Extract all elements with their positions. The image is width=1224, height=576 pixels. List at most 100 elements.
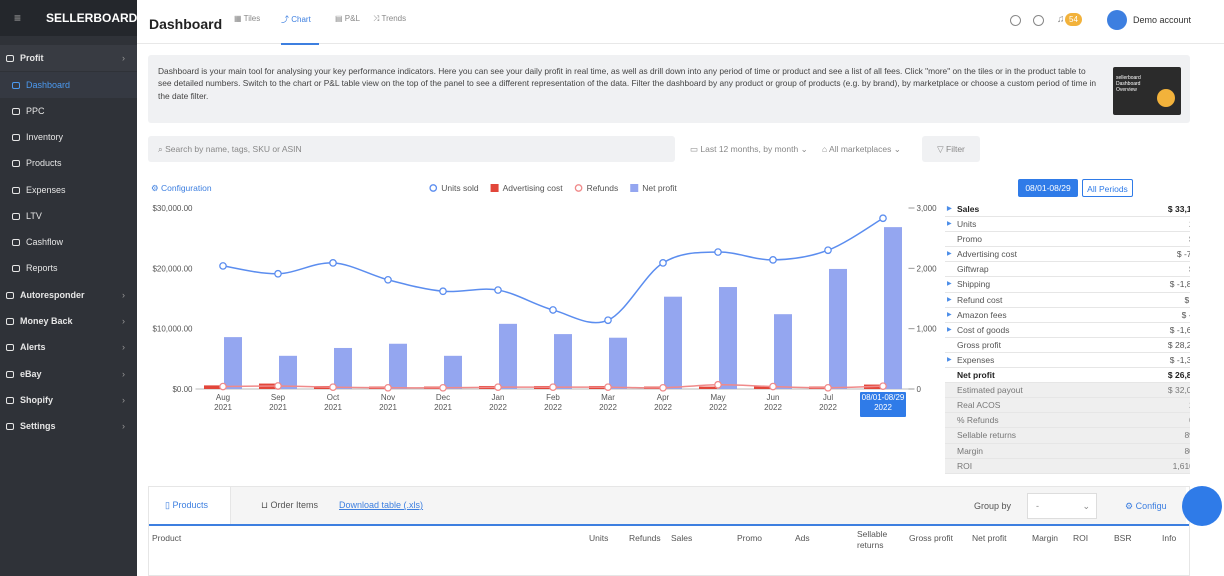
column-header[interactable]: Refunds [629, 533, 661, 543]
summary-label: ROI [957, 460, 973, 471]
view-tab[interactable]: ⤨ Trends [373, 14, 407, 23]
bar [699, 386, 717, 389]
summary-label: Advertising cost [957, 249, 1017, 260]
bar [754, 385, 772, 389]
summary-row: Real ACOS 2.2 [945, 398, 1190, 414]
column-header[interactable]: Promo [737, 533, 763, 543]
summary-row[interactable]: ▶ Shipping $ -1,860 [945, 277, 1190, 293]
view-tab[interactable]: ▤ P&L [335, 14, 360, 23]
sidebar-item[interactable]: eBay › [0, 361, 137, 387]
column-header[interactable]: BSR [1114, 533, 1132, 543]
summary-row[interactable]: ▶ Sales $ 33,152 [945, 202, 1190, 218]
column-header[interactable]: ROI [1073, 533, 1089, 543]
sidebar-item[interactable]: Profit › [0, 45, 137, 71]
history-icon[interactable] [1033, 15, 1044, 26]
sidebar-item[interactable]: Reports [0, 255, 137, 281]
tab-text: Order Items [270, 500, 319, 510]
avatar[interactable] [1107, 10, 1127, 30]
active-tab[interactable]: ▯ Products [149, 487, 231, 525]
chat-button[interactable] [1182, 486, 1222, 526]
summary-row[interactable]: ▶ Amazon fees $ -72 [945, 308, 1190, 323]
search-input[interactable]: ⌕ Search by name, tags, SKU or ASIN [148, 136, 675, 162]
video-thumbnail[interactable]: sellerboard Dashboard Overview [1113, 67, 1181, 115]
sidebar-item[interactable]: PPC [0, 98, 137, 124]
sidebar-label: Cashflow [26, 237, 64, 247]
tab-underline [149, 524, 1189, 526]
marketplace-filter[interactable]: ⌂ All marketplaces ⌄ [822, 144, 901, 154]
column-header[interactable]: Gross profit [909, 533, 953, 543]
sidebar-label: Inventory [26, 132, 64, 142]
point-marker [494, 286, 502, 294]
sidebar-icon [12, 160, 20, 168]
sidebar-item[interactable]: Shopify › [0, 387, 137, 413]
info-icon[interactable] [1010, 15, 1021, 26]
x-tick-label: Aug 2021 [214, 393, 232, 412]
column-header[interactable]: Margin [1032, 533, 1058, 543]
filter-button[interactable]: ▽ Filter [922, 136, 980, 162]
tab-underline [281, 43, 319, 45]
sidebar-icon [12, 213, 20, 221]
column-header[interactable]: Sellable returns [857, 529, 888, 550]
period-button[interactable]: 08/01-08/29 [1018, 179, 1078, 197]
configuration-link[interactable]: ⚙ Configuration [151, 183, 212, 193]
summary-value: $ 32,016 [1167, 385, 1190, 396]
period-button[interactable]: All Periods [1082, 179, 1133, 197]
download-link[interactable]: Download table (.xls) [339, 500, 424, 510]
sidebar-item[interactable]: Inventory [0, 124, 137, 150]
configure-text: Configu [1135, 501, 1167, 511]
x-tick-label-line: 2022 [874, 403, 892, 412]
bar [389, 343, 407, 389]
sidebar-item[interactable]: Products [0, 150, 137, 176]
configure-link[interactable]: ⚙ Configu [1125, 501, 1167, 511]
tab-label: Tiles [243, 14, 261, 23]
sidebar-item[interactable]: Cashflow [0, 229, 137, 255]
summary-row: Giftwrap $ 0 [945, 262, 1190, 278]
sidebar-item[interactable]: Settings › [0, 413, 137, 439]
column-header[interactable]: Units [589, 533, 609, 543]
summary-row: % Refunds 0.0 [945, 413, 1190, 429]
account-name[interactable]: Demo account [1133, 15, 1192, 25]
point-marker [549, 383, 557, 392]
y-tick-label: $20,000.00 [152, 264, 193, 273]
configuration-label: Configuration [160, 183, 212, 193]
date-filter[interactable]: ▭ Last 12 months, by month ⌄ [690, 144, 808, 154]
summary-value: $ -1,860 [1169, 279, 1190, 290]
column-header[interactable]: Ads [795, 533, 810, 543]
y-tick-label: $10,000.00 [152, 325, 193, 334]
legend-label: Advertising cost [503, 183, 564, 193]
menu-icon[interactable]: ≡ [14, 11, 22, 25]
column-header[interactable]: Info [1162, 533, 1177, 543]
sidebar-item[interactable]: Dashboard [0, 72, 137, 98]
sidebar-item[interactable]: Alerts › [0, 334, 137, 360]
bar [334, 347, 352, 389]
column-header[interactable]: Product [152, 533, 182, 543]
column-header[interactable]: Net profit [972, 533, 1007, 543]
sidebar-item[interactable]: Expenses [0, 177, 137, 203]
info-box: Dashboard is your main tool for analysin… [148, 55, 1190, 123]
sidebar-item[interactable]: Autoresponder › [0, 282, 137, 308]
view-tab[interactable]: ⤴ Chart [281, 15, 311, 24]
sidebar-item[interactable]: Money Back › [0, 308, 137, 334]
x-tick-label-line: 2022 [599, 403, 617, 412]
tab-label[interactable]: ⊔ Order Items [261, 500, 319, 510]
bell-icon[interactable]: ♫ [1057, 14, 1065, 25]
sidebar-item[interactable]: LTV [0, 203, 137, 229]
video-title: sellerboard Dashboard Overview [1116, 75, 1141, 93]
view-tab[interactable]: ▦ Tiles [234, 14, 261, 23]
summary-row[interactable]: ▶ Units 2,8 [945, 217, 1190, 233]
summary-row[interactable]: ▶ Cost of goods $ -1,665 [945, 323, 1190, 338]
summary-value: 1,610.6 [1172, 460, 1190, 471]
x-tick-label: 08/01-08/29 2022 [862, 393, 905, 412]
group-by-select[interactable]: - ⌄ [1027, 493, 1097, 519]
point-marker [604, 383, 612, 392]
summary-label: Expenses [957, 354, 995, 365]
summary-row[interactable]: ▶ Advertising cost $ -735 [945, 247, 1190, 263]
summary-row[interactable]: ▶ Expenses $ -1,385 [945, 353, 1190, 369]
column-header[interactable]: Sales [671, 533, 693, 543]
summary-row[interactable]: ▶ Refund cost $ 47 [945, 293, 1190, 308]
info-text: Dashboard is your main tool for analysin… [158, 66, 1097, 101]
date-label: Last 12 months, by month [700, 144, 799, 154]
legend-label: Refunds [587, 183, 619, 193]
summary-value: 2.2 [1189, 398, 1190, 413]
summary-row: Margin 80.9 [945, 443, 1190, 459]
